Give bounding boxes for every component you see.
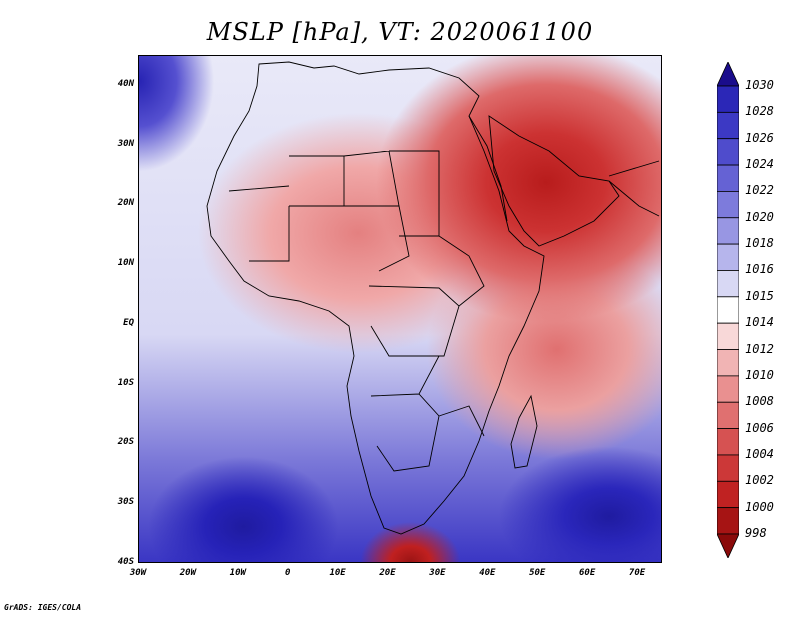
colorbar-swatch (717, 480, 739, 509)
lat-tick-label: 20S (117, 437, 134, 448)
map-title: MSLP [hPa], VT: 2020061100 (206, 18, 594, 46)
colorbar-swatch (717, 296, 739, 324)
lon-tick-label: 60E (579, 568, 596, 578)
colorbar-level-label: 1002 (745, 473, 774, 488)
colorbar (717, 62, 739, 558)
lat-tick-label: 10N (117, 258, 134, 269)
colorbar-level-label: 1026 (745, 130, 774, 145)
lon-tick-label: 70E (628, 568, 646, 578)
lon-tick-label: 40E (479, 568, 496, 578)
lat-tick-label: 10S (117, 377, 134, 388)
lat-tick-label: 30N (117, 138, 134, 149)
colorbar-swatch (717, 428, 739, 456)
colorbar-swatch (717, 138, 739, 166)
lon-tick-label: 30E (429, 568, 446, 578)
colorbar-level-label: 1012 (745, 341, 774, 356)
colorbar-swatch (717, 507, 739, 535)
colorbar-level-label: 998 (745, 526, 767, 540)
colorbar-level-label: 1028 (745, 104, 774, 119)
colorbar-swatch (717, 85, 739, 113)
colorbar-level-label: 1008 (745, 394, 774, 409)
lon-tick-label: 10W (229, 568, 246, 578)
colorbar-level-label: 1015 (745, 288, 774, 303)
colorbar-level-label: 1030 (745, 78, 774, 92)
lon-tick-label: 20E (379, 568, 396, 578)
colorbar-level-label: 1018 (745, 236, 774, 251)
colorbar-level-label: 1000 (745, 499, 774, 514)
lat-tick-label: 40S (117, 557, 134, 567)
colorbar-level-label: 1020 (745, 209, 774, 224)
grads-credit: GrADS: IGES/COLA (4, 603, 82, 612)
colorbar-bottom-arrow (717, 533, 739, 558)
colorbar-swatch (717, 111, 739, 140)
lon-tick-label: 50E (529, 568, 546, 578)
colorbar-swatch (717, 454, 739, 482)
lat-tick-label: EQ (123, 317, 134, 328)
lon-tick-label: 30W (129, 568, 147, 578)
colorbar-level-label: 1014 (745, 315, 774, 330)
lon-tick-label: 0 (284, 568, 291, 578)
colorbar-swatch (717, 217, 739, 245)
colorbar-level-label: 1006 (745, 420, 774, 435)
colorbar-level-label: 1010 (745, 367, 774, 382)
lon-tick-label: 20W (179, 568, 197, 578)
colorbar-swatch (717, 191, 739, 219)
colorbar-level-label: 1016 (745, 262, 774, 277)
colorbar-swatch (717, 401, 739, 429)
pressure-map (138, 55, 662, 563)
lat-tick-label: 20N (117, 198, 134, 209)
coastline-overlay (206, 61, 660, 535)
colorbar-level-label: 1024 (745, 157, 774, 172)
lon-tick-label: 10E (329, 568, 346, 578)
colorbar-swatch (717, 164, 739, 192)
colorbar-swatch (717, 270, 739, 298)
colorbar-top-arrow (717, 62, 739, 87)
lat-tick-label: 30S (117, 497, 134, 508)
colorbar-swatch (717, 349, 739, 377)
colorbar-level-label: 1004 (745, 446, 774, 461)
colorbar-swatch (717, 375, 739, 403)
colorbar-level-label: 1022 (745, 183, 774, 198)
colorbar-swatch (717, 243, 739, 271)
colorbar-swatch (717, 322, 739, 350)
lat-tick-label: 40N (117, 78, 134, 89)
